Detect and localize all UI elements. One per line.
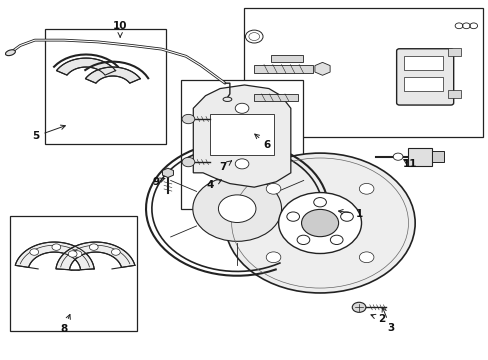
Bar xyxy=(271,55,303,62)
Bar xyxy=(407,148,431,166)
Text: 5: 5 xyxy=(32,125,65,141)
Circle shape xyxy=(30,249,39,255)
Circle shape xyxy=(278,193,361,253)
Circle shape xyxy=(224,153,414,293)
Text: 2: 2 xyxy=(370,314,385,324)
Circle shape xyxy=(73,251,81,257)
Circle shape xyxy=(182,157,194,167)
Circle shape xyxy=(351,302,365,312)
Polygon shape xyxy=(56,242,135,270)
Circle shape xyxy=(68,251,77,257)
Ellipse shape xyxy=(5,50,15,56)
Circle shape xyxy=(301,210,338,237)
Circle shape xyxy=(392,153,402,160)
Circle shape xyxy=(265,184,280,194)
Bar xyxy=(404,77,443,91)
Circle shape xyxy=(340,212,353,221)
Polygon shape xyxy=(162,168,173,177)
Circle shape xyxy=(359,252,373,263)
Circle shape xyxy=(192,176,281,241)
Ellipse shape xyxy=(223,97,231,102)
Text: 9: 9 xyxy=(152,177,164,187)
Bar xyxy=(431,151,444,162)
Circle shape xyxy=(89,244,98,250)
Circle shape xyxy=(235,159,248,169)
Polygon shape xyxy=(56,58,115,75)
Bar xyxy=(210,114,273,155)
Text: 1: 1 xyxy=(338,209,362,219)
Text: 7: 7 xyxy=(219,161,231,172)
Circle shape xyxy=(111,249,120,255)
Bar xyxy=(254,64,312,73)
Bar xyxy=(181,80,303,209)
Bar xyxy=(244,8,483,137)
Text: 11: 11 xyxy=(402,159,417,169)
Circle shape xyxy=(359,184,373,194)
Circle shape xyxy=(330,235,343,244)
Text: 10: 10 xyxy=(113,21,127,37)
Circle shape xyxy=(52,244,61,250)
Circle shape xyxy=(265,252,280,263)
Text: 3: 3 xyxy=(381,307,394,333)
Circle shape xyxy=(235,103,248,113)
Polygon shape xyxy=(15,242,94,270)
Bar xyxy=(404,56,443,69)
Bar xyxy=(10,216,137,330)
Bar xyxy=(447,90,460,98)
Circle shape xyxy=(182,114,194,124)
Circle shape xyxy=(286,212,299,221)
Circle shape xyxy=(218,195,255,222)
FancyBboxPatch shape xyxy=(396,49,453,105)
Text: 8: 8 xyxy=(61,315,70,334)
Bar xyxy=(254,94,298,101)
Text: 4: 4 xyxy=(206,180,221,190)
Circle shape xyxy=(297,235,309,244)
Bar xyxy=(447,48,460,56)
Polygon shape xyxy=(193,85,290,187)
Circle shape xyxy=(313,198,326,207)
Bar xyxy=(44,30,166,144)
Polygon shape xyxy=(85,67,140,83)
Text: 6: 6 xyxy=(254,134,270,150)
